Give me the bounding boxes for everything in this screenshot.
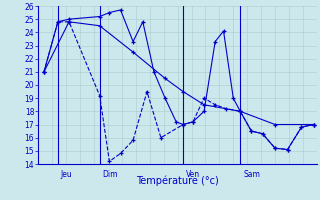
Text: Sam: Sam [243,170,260,179]
X-axis label: Température (°c): Température (°c) [136,175,219,186]
Text: Ven: Ven [186,170,200,179]
Text: Dim: Dim [102,170,118,179]
Text: Jeu: Jeu [61,170,72,179]
